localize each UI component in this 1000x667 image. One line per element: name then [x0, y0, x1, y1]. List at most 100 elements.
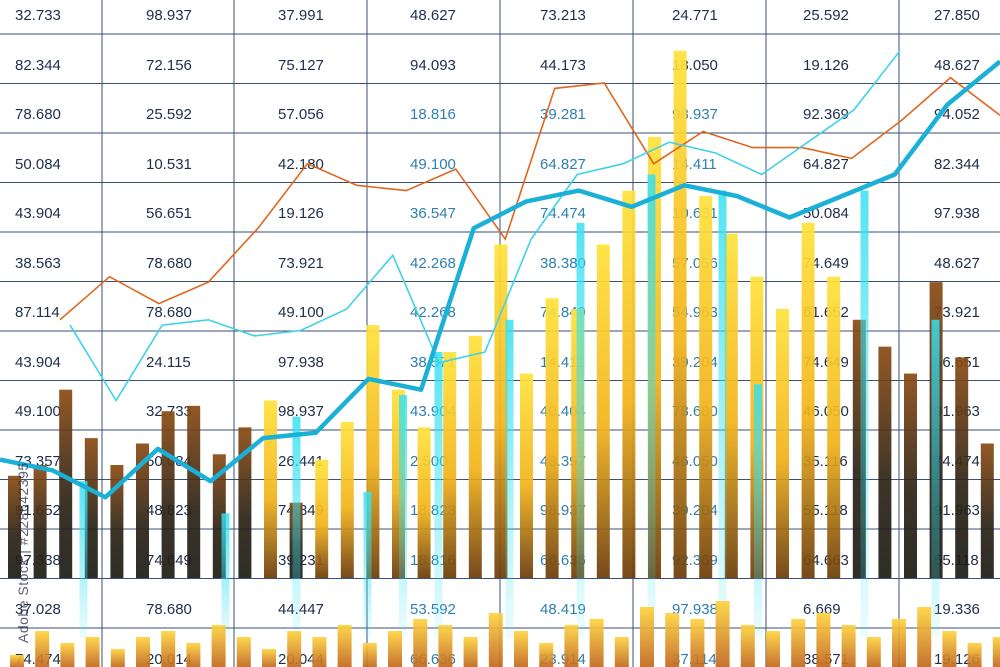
- small-bar: [614, 637, 629, 667]
- small-bar: [312, 637, 327, 667]
- small-bar: [866, 637, 881, 667]
- table-cell: 78.680: [15, 106, 61, 123]
- table-cell: 37.028: [15, 601, 61, 618]
- table-cell: 73.213: [540, 7, 586, 24]
- cyan-bar: [434, 352, 443, 638]
- cyan-bar: [754, 384, 762, 638]
- table-cell: 78.680: [146, 601, 192, 618]
- table-cell: 72.156: [146, 56, 192, 74]
- table-cell: 44.173: [540, 56, 586, 74]
- bar: [340, 421, 354, 578]
- cyan-bar: [860, 190, 869, 638]
- small-bar: [740, 625, 755, 667]
- table-cell: 53.592: [410, 601, 456, 618]
- table-cell: 49.100: [278, 304, 324, 321]
- bar: [596, 244, 610, 578]
- table-cell: 97.938: [278, 353, 324, 371]
- cyan-bar: [221, 513, 230, 638]
- small-bar: [10, 655, 24, 667]
- bar: [161, 411, 175, 578]
- table-cell: 43.904: [15, 353, 61, 371]
- bar: [622, 190, 636, 578]
- bar: [59, 389, 73, 578]
- small-bar: [967, 643, 982, 667]
- orange-trend-line: [59, 76, 1000, 321]
- bar: [520, 373, 533, 578]
- bar: [110, 465, 124, 578]
- table-cell: 87.114: [15, 304, 60, 321]
- bar: [980, 443, 994, 578]
- cyan-bar: [399, 395, 407, 638]
- small-bar: [413, 619, 428, 667]
- table-cell: 48.627: [410, 7, 456, 24]
- small-bar: [917, 607, 932, 667]
- table-cell: 78.680: [146, 254, 192, 272]
- bar: [84, 438, 98, 578]
- cyan-thick-trend-line: [0, 59, 1000, 500]
- small-bar: [438, 625, 453, 667]
- table-cell: 48.627: [934, 56, 980, 74]
- small-bar: [186, 643, 201, 667]
- bar: [33, 465, 47, 578]
- table-cell: 44.447: [278, 601, 324, 618]
- small-bar: [992, 637, 1000, 667]
- bar: [776, 309, 789, 578]
- table-cell: 56.651: [146, 205, 192, 222]
- small-bar: [161, 631, 176, 667]
- table-cell: 19.126: [278, 205, 324, 222]
- table-cell: 10.531: [146, 155, 192, 173]
- table-cell: 42.180: [278, 155, 324, 173]
- table-cell: 18.816: [410, 106, 456, 123]
- table-cell: 6.669: [803, 601, 841, 618]
- small-bar: [262, 649, 276, 667]
- bar: [699, 196, 713, 578]
- table-cell: 78.680: [146, 304, 192, 321]
- small-bar: [892, 619, 906, 667]
- small-bar: [640, 607, 654, 667]
- bar: [494, 244, 508, 578]
- small-bar: [665, 613, 680, 667]
- table-cell: 49.100: [410, 155, 456, 173]
- bar: [136, 443, 149, 578]
- table-cell: 98.937: [146, 7, 192, 24]
- small-bar: [589, 619, 604, 667]
- small-bar: [766, 631, 780, 667]
- table-cell: 27.850: [934, 7, 980, 24]
- small-bar: [488, 613, 503, 667]
- cyan-bar: [718, 190, 727, 638]
- small-bar: [514, 631, 528, 667]
- cyan-thin-trend-line: [69, 50, 901, 403]
- table-cell: 25.592: [146, 106, 192, 123]
- table-cell: 97.938: [934, 205, 980, 222]
- small-bar: [942, 631, 957, 667]
- table-cell: 48.419: [540, 601, 586, 618]
- small-bar: [60, 643, 75, 667]
- table-cell: 98.937: [278, 403, 324, 420]
- stock-watermark: Adobe Stock | #228642395: [15, 462, 31, 643]
- table-cell: 57.056: [278, 106, 324, 123]
- bar: [955, 357, 969, 578]
- table-cell: 37.991: [278, 7, 324, 24]
- small-bar: [690, 619, 705, 667]
- table-cell: 82.344: [934, 155, 980, 173]
- table-cell: 82.344: [15, 56, 61, 74]
- small-bar: [287, 631, 302, 667]
- bar: [878, 346, 892, 578]
- cyan-bar: [79, 481, 88, 638]
- bar: [264, 400, 277, 578]
- table-cell: 50.084: [803, 205, 849, 222]
- small-bar: [236, 637, 251, 667]
- small-bar: [539, 643, 554, 667]
- table-cell: 64.827: [540, 155, 586, 173]
- table-cell: 92.369: [803, 106, 849, 123]
- bar: [443, 352, 457, 578]
- bar: [673, 50, 687, 578]
- table-cell: 24.115: [146, 353, 191, 371]
- bar: [545, 298, 559, 578]
- cyan-bar: [647, 174, 656, 638]
- table-cell: 26.441: [278, 452, 324, 470]
- table-cell: 48.627: [934, 254, 980, 272]
- small-bar: [791, 619, 806, 667]
